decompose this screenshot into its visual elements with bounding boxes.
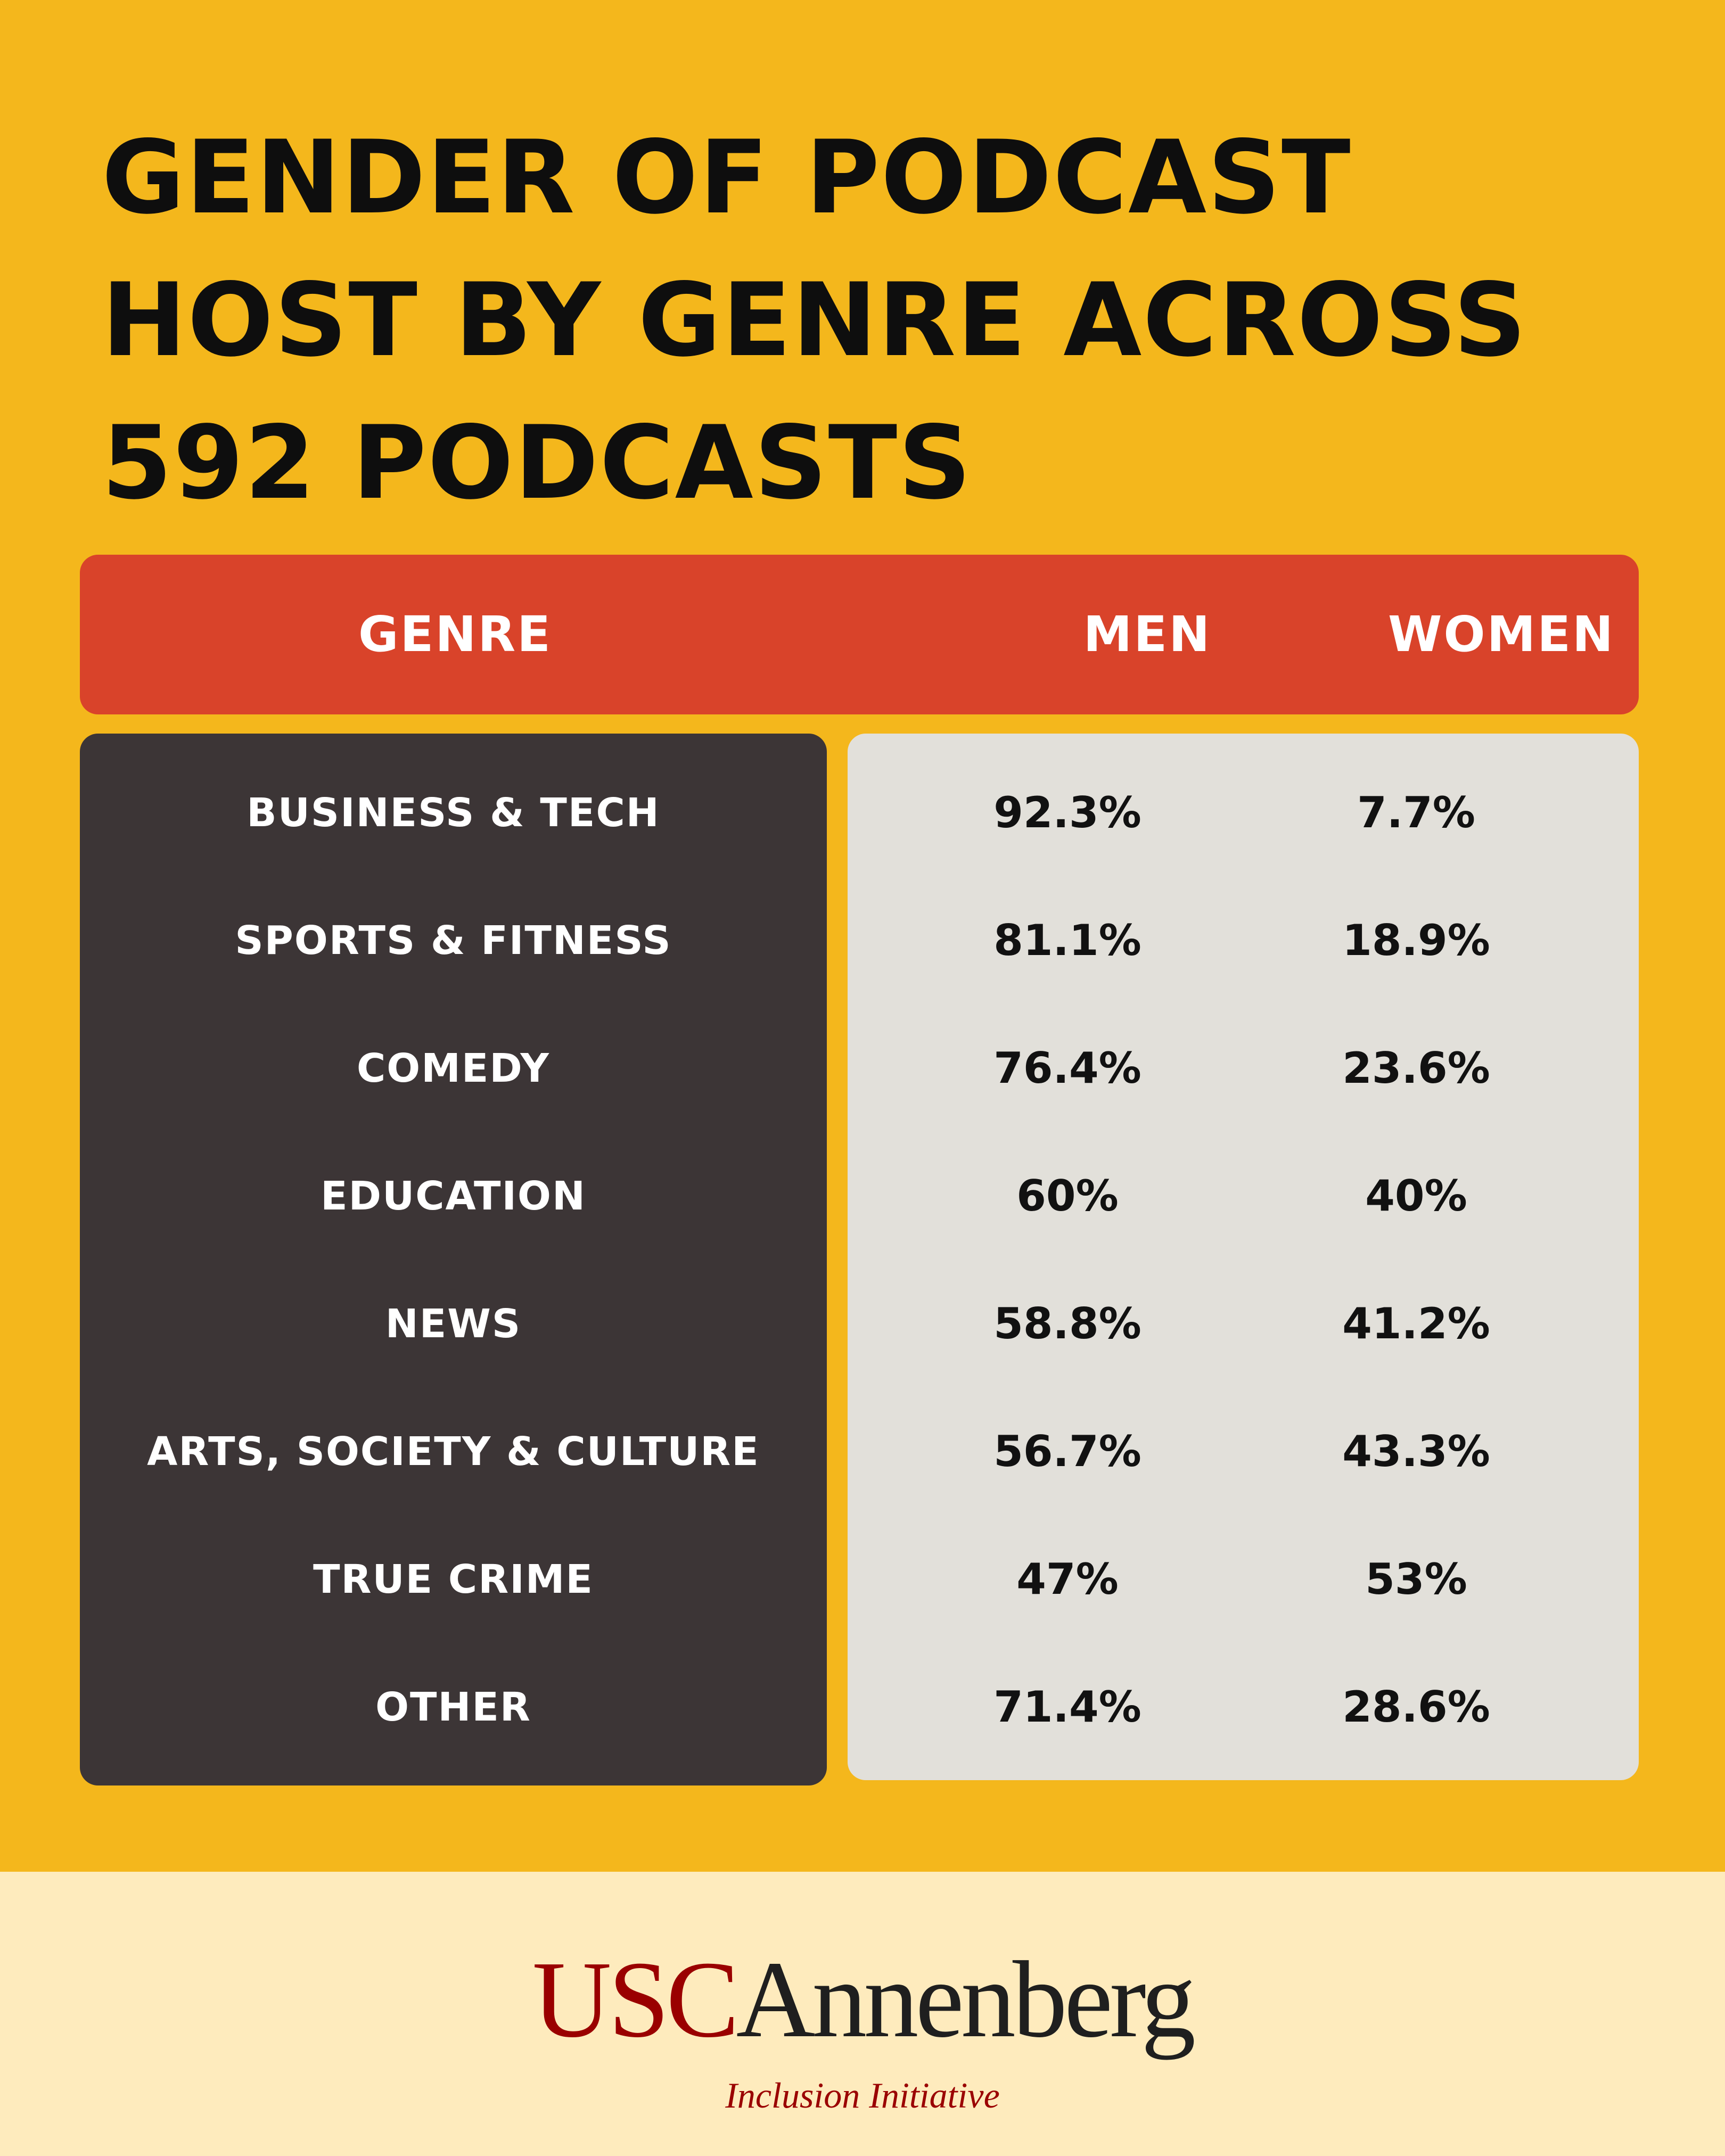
column-header-genre: GENRE [358,606,553,663]
logo-annenberg-text: Annenberg [736,1938,1196,2060]
column-header-men: MEN [1083,606,1212,663]
men-value-cell: 47% [1016,1554,1119,1604]
women-value-cell: 40% [1365,1171,1467,1221]
values-column-panel [848,734,1639,1780]
women-value-cell: 7.7% [1357,788,1475,837]
genre-cell: EDUCATION [321,1173,586,1219]
usc-annenberg-logo: USCAnnenberg [0,1941,1725,2058]
men-value-cell: 58.8% [993,1299,1141,1348]
logo-usc-text: USC [532,1938,740,2060]
genre-cell: NEWS [385,1301,522,1347]
column-header-women: WOMEN [1387,606,1615,663]
genre-cell: COMEDY [356,1046,551,1091]
genre-cell: SPORTS & FITNESS [235,918,672,964]
genre-cell: BUSINESS & TECH [247,790,660,836]
men-value-cell: 81.1% [993,916,1141,965]
men-value-cell: 56.7% [993,1427,1141,1476]
footer: USCAnnenberg Inclusion Initiative [0,1872,1725,2156]
women-value-cell: 53% [1365,1554,1467,1604]
women-value-cell: 23.6% [1342,1043,1490,1093]
page-title: GENDER OF PODCAST HOST BY GENRE ACROSS 5… [102,119,1527,522]
genre-cell: ARTS, SOCIETY & CULTURE [147,1429,760,1475]
women-value-cell: 41.2% [1342,1299,1490,1348]
men-value-cell: 76.4% [993,1043,1141,1093]
genre-cell: TRUE CRIME [313,1557,594,1602]
men-value-cell: 60% [1016,1171,1119,1221]
women-value-cell: 18.9% [1342,916,1490,965]
men-value-cell: 92.3% [993,788,1141,837]
women-value-cell: 43.3% [1342,1427,1490,1476]
table-header: GENRE MEN WOMEN [80,555,1639,714]
men-value-cell: 71.4% [993,1682,1141,1732]
logo-subtitle: Inclusion Initiative [725,2075,1000,2116]
genre-cell: OTHER [375,1684,531,1730]
women-value-cell: 28.6% [1342,1682,1490,1732]
genre-column-panel [80,734,827,1785]
